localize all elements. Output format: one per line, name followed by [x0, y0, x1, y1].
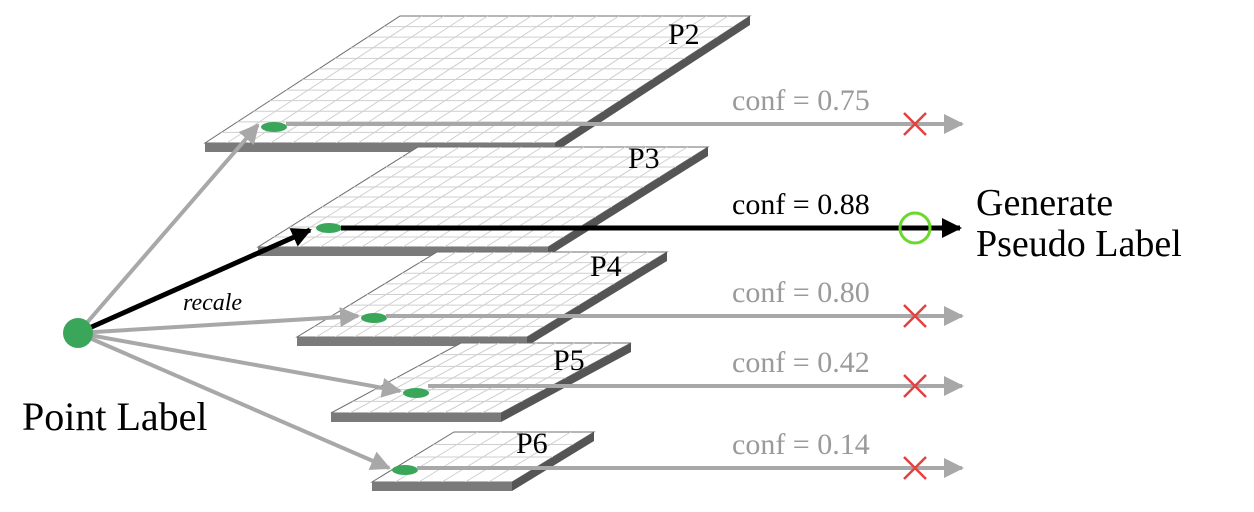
confidence-label: conf = 0.75 — [732, 84, 870, 117]
rescale-arrow — [77, 331, 402, 398]
plane-p6: P6 — [370, 427, 596, 491]
accept-circle-icon — [898, 211, 932, 245]
confidence-label: conf = 0.14 — [732, 428, 870, 461]
rescale-arrow — [77, 331, 391, 471]
level-name-label: P5 — [553, 344, 585, 377]
plane-point-dot — [316, 223, 342, 233]
level-name-label: P6 — [516, 427, 548, 460]
recale-label: recale — [183, 290, 242, 316]
confidence-label: conf = 0.88 — [732, 188, 870, 221]
level-name-label: P3 — [628, 142, 660, 175]
rescale-arrow — [76, 123, 260, 335]
rescale-arrow — [77, 307, 360, 335]
reject-cross-icon — [903, 456, 927, 480]
plane-right-side — [512, 432, 594, 491]
rescale-arrow — [76, 227, 312, 336]
plane-point-dot — [261, 122, 287, 132]
plane-front-side — [331, 413, 501, 422]
confidence-label: conf = 0.42 — [732, 346, 870, 379]
reject-cross-icon — [903, 112, 927, 136]
plane-point-dot — [392, 465, 418, 475]
plane-p2: P2 — [203, 15, 752, 152]
plane-p3: P3 — [256, 142, 710, 256]
confidence-label: conf = 0.80 — [732, 276, 870, 309]
point-label-dot — [63, 318, 93, 348]
plane-point-dot — [403, 388, 429, 398]
plane-right-side — [527, 252, 667, 346]
reject-cross-icon — [903, 374, 927, 398]
reject-cross-icon — [903, 304, 927, 328]
plane-p5: P5 — [330, 342, 632, 422]
plane-front-side — [372, 482, 512, 491]
output-label-line2: Pseudo Label — [976, 223, 1182, 265]
plane-right-side — [555, 16, 750, 152]
feature-planes: P2 P3 P4 P5 P6 — [203, 15, 752, 491]
output-label-line1: Generate — [976, 182, 1113, 224]
plane-p4: P4 — [295, 250, 669, 346]
arrows: conf = 0.75 conf = 0.88 conf = 0.80 conf = … — [76, 84, 964, 480]
plane-right-side — [501, 343, 631, 422]
level-name-label: P2 — [668, 18, 700, 51]
level-name-label: P4 — [590, 250, 622, 283]
point-label-text: Point Label — [22, 394, 208, 439]
plane-point-dot — [361, 313, 387, 323]
